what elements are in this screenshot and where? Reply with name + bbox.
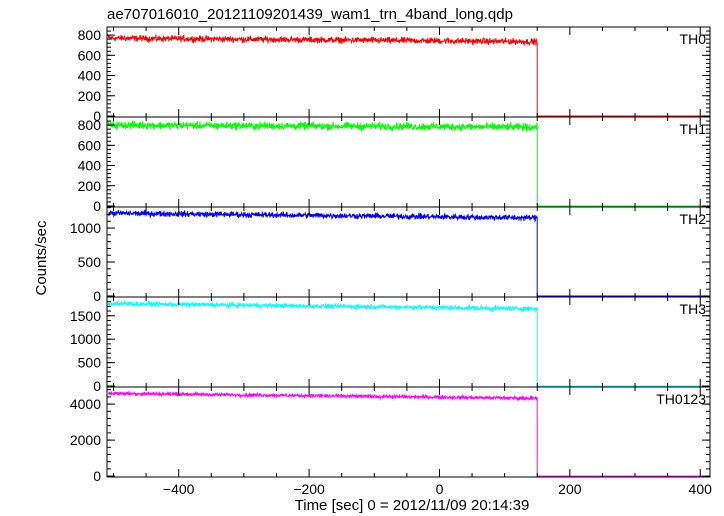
panel-frame: [106, 116, 711, 208]
y-tick-label: 0: [93, 108, 101, 124]
panel-label-th0123: TH0123: [656, 391, 706, 407]
panel-frame: [106, 386, 711, 478]
y-tick-label: 0: [93, 288, 101, 304]
panel-th0123: 0 2000 4000 TH0123: [70, 386, 711, 484]
y-tick-label: 500: [78, 355, 102, 371]
chart-title: ae707016010_20121109201439_wam1_trn_4ban…: [107, 6, 513, 23]
y-tick-label: 200: [78, 88, 102, 104]
panel-th0: 0 200 400 600 800 TH0: [78, 26, 711, 124]
y-tick-label: 0: [93, 198, 101, 214]
y-tick-label: 200: [78, 178, 102, 194]
y-tick-label: 1500: [70, 308, 101, 324]
panels-group: 0 200 400 600 800 TH0 0 200 400 600 800 TH1 0 500 1000…: [70, 26, 713, 497]
y-tick-label: 2000: [70, 432, 101, 448]
panel-th3: 0 500 1000 1500 TH3: [70, 296, 711, 394]
panel-frame: [106, 206, 711, 298]
panel-label-th0: TH0: [680, 31, 707, 47]
y-tick-label: 4000: [70, 396, 101, 412]
panel-frame: [106, 296, 711, 388]
x-tick-label: 400: [689, 481, 713, 497]
y-tick-label: 800: [78, 117, 102, 133]
series-line-th3: [107, 300, 703, 387]
panel-label-th1: TH1: [680, 121, 707, 137]
y-tick-label: 500: [78, 254, 102, 270]
x-tick-label: −200: [293, 481, 325, 497]
series-line-th2: [107, 208, 703, 297]
x-tick-label: 0: [436, 481, 444, 497]
panel-th1: 0 200 400 600 800 TH1: [78, 116, 711, 214]
x-axis-label: Time [sec] 0 = 2012/11/09 20:14:39: [295, 497, 530, 514]
y-tick-label: 1000: [70, 220, 101, 236]
x-tick-label: 200: [558, 481, 582, 497]
y-tick-label: 600: [78, 137, 102, 153]
y-tick-label: 1000: [70, 331, 101, 347]
panel-th2: 0 500 1000 TH2: [70, 206, 711, 304]
y-axis-label: Counts/sec: [33, 220, 50, 296]
x-tick-label: −400: [163, 481, 195, 497]
panel-label-th3: TH3: [680, 301, 707, 317]
series-line-th0: [107, 34, 703, 117]
y-tick-label: 0: [93, 468, 101, 484]
panel-label-th2: TH2: [680, 211, 707, 227]
series-line-th1: [107, 119, 703, 207]
y-tick-label: 0: [93, 378, 101, 394]
y-tick-label: 800: [78, 27, 102, 43]
y-tick-label: 600: [78, 47, 102, 63]
series-line-th0123: [107, 390, 703, 477]
y-tick-label: 400: [78, 158, 102, 174]
y-tick-label: 400: [78, 68, 102, 84]
